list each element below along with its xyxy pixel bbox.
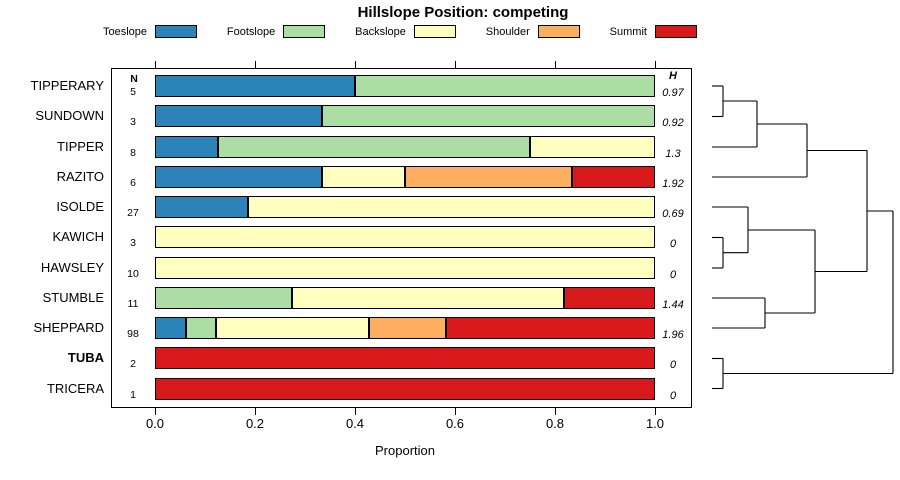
bar-segment-shoulder <box>405 165 572 188</box>
bar-segment-toeslope <box>155 317 186 339</box>
plot-box <box>111 68 692 408</box>
row-label-tricera: TRICERA <box>46 380 104 396</box>
h-value: 1.96 <box>662 329 684 341</box>
x-axis-title: Proportion <box>375 443 435 458</box>
bar-segment-backslope <box>321 165 405 188</box>
bar-segment-summit <box>155 377 655 400</box>
legend-item-toeslope: Toeslope <box>103 25 198 38</box>
legend-swatch-summit <box>654 25 697 38</box>
row-label-stumble: STUMBLE <box>42 289 104 305</box>
legend-item-footslope: Footslope <box>226 25 326 38</box>
axis-tick-top <box>655 61 656 68</box>
h-value: 1.3 <box>665 147 681 160</box>
axis-tick-top <box>555 61 556 68</box>
bar-segment-summit <box>564 286 655 309</box>
axis-tick-top <box>455 61 456 68</box>
n-value: 6 <box>130 176 136 189</box>
bar-segment-summit <box>445 317 655 339</box>
axis-tick-top <box>155 61 156 68</box>
n-value: 3 <box>130 116 136 129</box>
bar-segment-backslope <box>530 135 655 158</box>
h-value: 0 <box>669 389 677 402</box>
h-value: 0 <box>669 268 677 281</box>
axis-tick-bottom <box>255 408 256 415</box>
n-value: 3 <box>130 237 136 250</box>
n-value: 1 <box>130 388 136 401</box>
chart-title: Hillslope Position: competing <box>357 4 569 21</box>
row-label-isolde: ISOLDE <box>56 199 104 214</box>
h-value: 0 <box>669 238 677 251</box>
row-label-kawich: KAWICH <box>52 229 104 245</box>
legend-swatch-backslope <box>413 25 456 38</box>
n-value: 5 <box>130 86 136 98</box>
row-label-tipper: TIPPER <box>57 138 104 154</box>
legend-label: Footslope <box>226 25 276 38</box>
bar-segment-toeslope <box>155 105 322 128</box>
bar-segment-footslope <box>321 105 655 128</box>
row-label-hawsley: HAWSLEY <box>40 259 104 275</box>
bar-segment-summit <box>571 165 655 188</box>
legend-label: Shoulder <box>485 25 530 38</box>
bar-segment-toeslope <box>155 196 248 218</box>
bar-segment-backslope <box>216 317 369 339</box>
h-value: 0.69 <box>662 208 684 220</box>
bar-segment-footslope <box>217 135 530 158</box>
bar-segment-summit <box>155 347 655 370</box>
n-column-header: N <box>130 73 138 85</box>
axis-tick-label: 0.6 <box>445 416 465 431</box>
bar-segment-toeslope <box>155 165 322 188</box>
legend-label: Summit <box>609 25 647 38</box>
axis-tick-label: 0.8 <box>545 416 565 431</box>
bar-segment-shoulder <box>369 317 446 339</box>
axis-tick-label: 0.4 <box>345 416 365 431</box>
axis-tick-bottom <box>155 408 156 415</box>
axis-tick-label: 1.0 <box>645 416 665 431</box>
bar-segment-backslope <box>247 196 655 218</box>
bar-segment-footslope <box>355 75 655 97</box>
n-value: 8 <box>130 146 136 159</box>
n-value: 11 <box>127 297 139 310</box>
legend-swatch-shoulder <box>537 25 580 38</box>
row-label-sheppard: SHEPPARD <box>33 320 104 335</box>
legend-swatch-toeslope <box>155 25 198 38</box>
bar-segment-toeslope <box>155 135 218 158</box>
h-value: 0.97 <box>662 87 684 99</box>
legend-swatch-footslope <box>283 25 326 38</box>
bar-segment-toeslope <box>155 75 355 97</box>
bar-segment-footslope <box>185 317 216 339</box>
legend: Toeslope Footslope Backslope Shoulder Summit <box>103 25 697 38</box>
axis-tick-top <box>355 61 356 68</box>
axis-tick-bottom <box>355 408 356 415</box>
bar-segment-backslope <box>155 226 655 249</box>
h-value: 0 <box>669 359 677 372</box>
legend-item-shoulder: Shoulder <box>486 25 580 38</box>
legend-item-summit: Summit <box>610 25 697 38</box>
row-label-sundown: SUNDOWN <box>35 108 104 124</box>
axis-tick-label: 0.2 <box>245 416 265 431</box>
axis-tick-label: 0.0 <box>145 416 165 431</box>
n-value: 2 <box>130 358 136 371</box>
h-column-header: H <box>669 70 677 82</box>
n-value: 27 <box>127 207 139 219</box>
axis-tick-bottom <box>455 408 456 415</box>
bar-segment-footslope <box>155 286 292 309</box>
axis-tick-top <box>255 61 256 68</box>
legend-label: Toeslope <box>103 25 148 38</box>
row-label-tipperary: TIPPERARY <box>30 78 104 93</box>
legend-label: Backslope <box>355 25 406 38</box>
n-value: 10 <box>127 267 139 280</box>
bar-segment-backslope <box>155 256 655 279</box>
h-value: 1.44 <box>662 298 684 311</box>
axis-tick-bottom <box>555 408 556 415</box>
row-label-razito: RAZITO <box>56 168 104 184</box>
row-label-tuba: TUBA <box>67 350 104 366</box>
bar-segment-backslope <box>291 286 564 309</box>
h-value: 1.92 <box>662 177 684 190</box>
h-value: 0.92 <box>662 117 684 130</box>
legend-item-backslope: Backslope <box>355 25 456 38</box>
n-value: 98 <box>127 328 139 340</box>
axis-tick-bottom <box>655 408 656 415</box>
